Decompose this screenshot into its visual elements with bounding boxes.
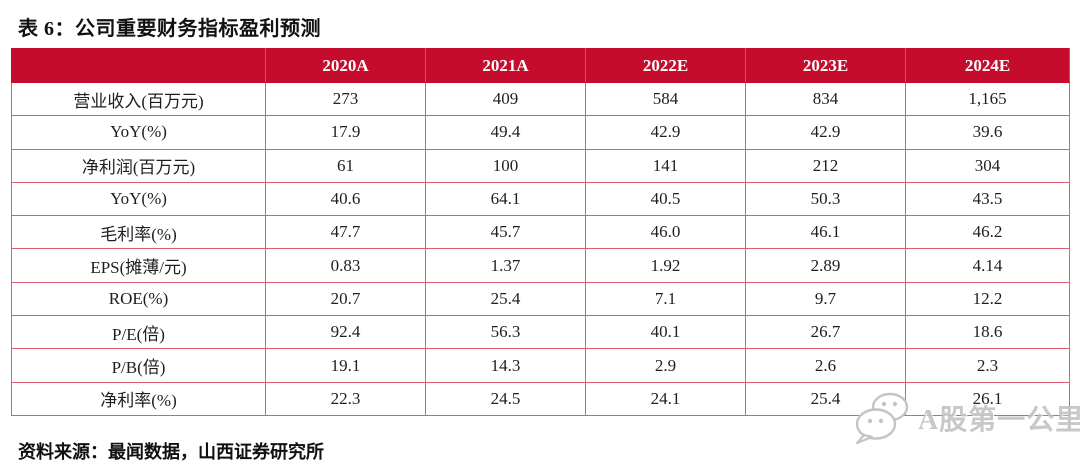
- cell-value: 9.7: [745, 281, 906, 317]
- cell-value: 24.1: [585, 381, 746, 416]
- cell-value: 141: [585, 148, 746, 183]
- cell-value: 42.9: [745, 115, 906, 150]
- cell-value: 17.9: [265, 115, 426, 150]
- cell-value: 46.1: [745, 215, 906, 250]
- cell-value: 61: [265, 148, 426, 183]
- cell-value: 40.6: [265, 181, 426, 217]
- cell-value: 2.89: [745, 248, 906, 283]
- row-label: P/B(倍): [11, 348, 266, 383]
- cell-value: 19.1: [265, 348, 426, 383]
- row-label: 净利率(%): [11, 381, 266, 416]
- cell-value: 14.3: [425, 348, 586, 383]
- cell-value: 26.1: [905, 381, 1070, 416]
- cell-value: 47.7: [265, 215, 426, 250]
- table-title: 表 6：公司重要财务指标盈利预测: [18, 18, 321, 40]
- table-row-pb: P/B(倍) 19.1 14.3 2.9 2.6 2.3: [11, 348, 1070, 383]
- cell-value: 1,165: [905, 81, 1070, 117]
- cell-value: 4.14: [905, 248, 1070, 283]
- cell-value: 20.7: [265, 281, 426, 317]
- cell-value: 64.1: [425, 181, 586, 217]
- cell-value: 45.7: [425, 215, 586, 250]
- header-cell-metric: [11, 48, 266, 83]
- cell-value: 2.3: [905, 348, 1070, 383]
- cell-value: 39.6: [905, 115, 1070, 150]
- header-cell-2024e: 2024E: [905, 48, 1070, 83]
- cell-value: 46.0: [585, 215, 746, 250]
- header-cell-2023e: 2023E: [745, 48, 906, 83]
- cell-value: 25.4: [745, 381, 906, 416]
- cell-value: 2.6: [745, 348, 906, 383]
- cell-value: 100: [425, 148, 586, 183]
- cell-value: 834: [745, 81, 906, 117]
- cell-value: 50.3: [745, 181, 906, 217]
- cell-value: 26.7: [745, 315, 906, 350]
- header-cell-2021a: 2021A: [425, 48, 586, 83]
- cell-value: 2.9: [585, 348, 746, 383]
- table-row-pe: P/E(倍) 92.4 56.3 40.1 26.7 18.6: [11, 315, 1070, 350]
- cell-value: 212: [745, 148, 906, 183]
- header-row: 2020A 2021A 2022E 2023E 2024E: [11, 48, 1070, 83]
- header-cell-2022e: 2022E: [585, 48, 746, 83]
- table-row-roe: ROE(%) 20.7 25.4 7.1 9.7 12.2: [11, 281, 1070, 317]
- table-row-net-profit: 净利润(百万元) 61 100 141 212 304: [11, 148, 1070, 183]
- row-label: ROE(%): [11, 281, 266, 317]
- cell-value: 409: [425, 81, 586, 117]
- cell-value: 43.5: [905, 181, 1070, 217]
- row-label: EPS(摊薄/元): [11, 248, 266, 283]
- cell-value: 42.9: [585, 115, 746, 150]
- row-label: 营业收入(百万元): [11, 81, 266, 117]
- cell-value: 92.4: [265, 315, 426, 350]
- cell-value: 22.3: [265, 381, 426, 416]
- cell-value: 7.1: [585, 281, 746, 317]
- row-label: YoY(%): [11, 181, 266, 217]
- row-label: YoY(%): [11, 115, 266, 150]
- header-cell-2020a: 2020A: [265, 48, 426, 83]
- cell-value: 584: [585, 81, 746, 117]
- table-row-net-margin: 净利率(%) 22.3 24.5 24.1 25.4 26.1: [11, 381, 1070, 416]
- cell-value: 40.1: [585, 315, 746, 350]
- cell-value: 56.3: [425, 315, 586, 350]
- cell-value: 18.6: [905, 315, 1070, 350]
- cell-value: 12.2: [905, 281, 1070, 317]
- table-row-eps: EPS(摊薄/元) 0.83 1.37 1.92 2.89 4.14: [11, 248, 1070, 283]
- table-row-revenue-yoy: YoY(%) 17.9 49.4 42.9 42.9 39.6: [11, 115, 1070, 150]
- cell-value: 25.4: [425, 281, 586, 317]
- cell-value: 40.5: [585, 181, 746, 217]
- table-row-profit-yoy: YoY(%) 40.6 64.1 40.5 50.3 43.5: [11, 181, 1070, 217]
- cell-value: 49.4: [425, 115, 586, 150]
- source-note: 资料来源：最闻数据，山西证券研究所: [18, 442, 324, 462]
- cell-value: 46.2: [905, 215, 1070, 250]
- row-label: 毛利率(%): [11, 215, 266, 250]
- cell-value: 304: [905, 148, 1070, 183]
- financial-forecast-table: 2020A 2021A 2022E 2023E 2024E 营业收入(百万元) …: [11, 48, 1070, 416]
- cell-value: 1.37: [425, 248, 586, 283]
- cell-value: 24.5: [425, 381, 586, 416]
- table-row-gross-margin: 毛利率(%) 47.7 45.7 46.0 46.1 46.2: [11, 215, 1070, 250]
- row-label: 净利润(百万元): [11, 148, 266, 183]
- cell-value: 1.92: [585, 248, 746, 283]
- row-label: P/E(倍): [11, 315, 266, 350]
- cell-value: 273: [265, 81, 426, 117]
- cell-value: 0.83: [265, 248, 426, 283]
- table-row-revenue: 营业收入(百万元) 273 409 584 834 1,165: [11, 81, 1070, 117]
